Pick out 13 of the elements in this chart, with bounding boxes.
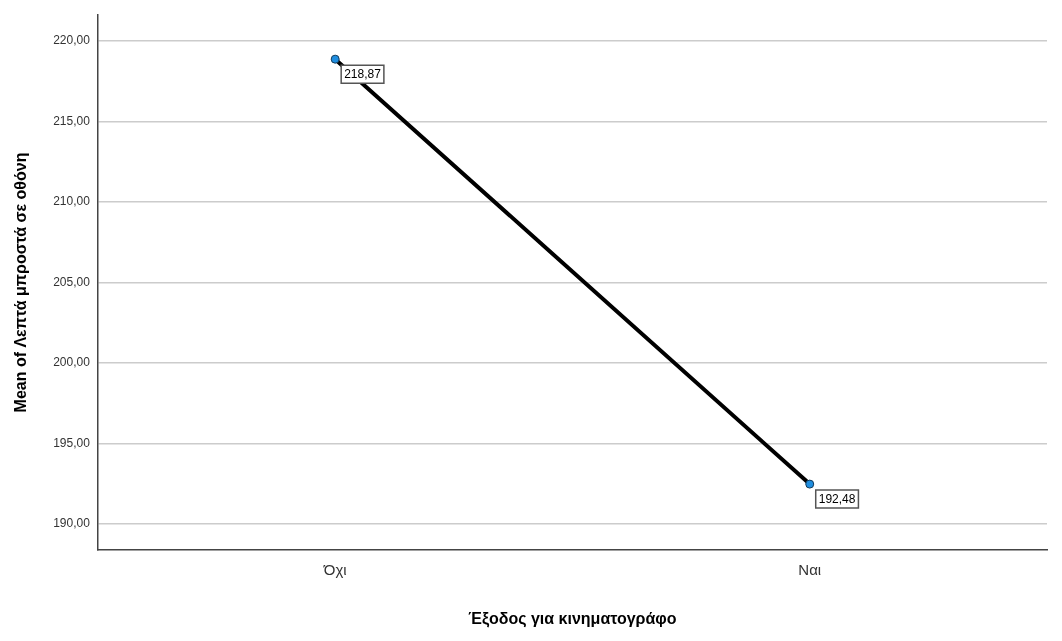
x-axis-title: Έξοδος για κινηματογράφο	[468, 609, 677, 628]
x-tick-label: Όχι	[322, 560, 347, 578]
y-tick-label: 195,00	[53, 435, 91, 450]
y-tick-label: 200,00	[53, 355, 91, 370]
y-tick-label: 210,00	[53, 194, 91, 209]
y-tick-label: 190,00	[53, 516, 91, 531]
y-axis-title: Mean of Λεπτά μπροστά σε οθόνη	[12, 152, 30, 413]
y-tick-label: 220,00	[53, 33, 91, 48]
x-tick-label: Ναι	[798, 560, 822, 578]
data-label: 192,48	[818, 492, 856, 507]
y-tick-label: 215,00	[53, 113, 91, 128]
y-tick-label: 205,00	[53, 274, 91, 289]
data-label: 218,87	[344, 67, 382, 82]
